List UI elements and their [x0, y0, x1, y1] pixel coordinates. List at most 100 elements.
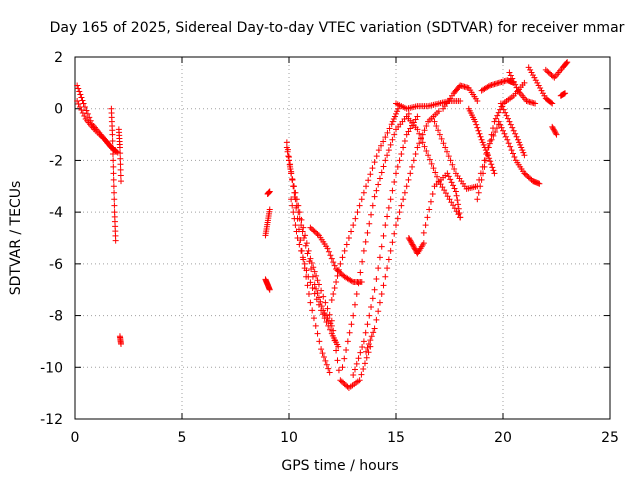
data-point: [343, 241, 350, 248]
data-point: [290, 183, 297, 190]
data-point: [300, 235, 307, 241]
data-point: [112, 237, 119, 244]
data-point: [369, 202, 376, 209]
data-point: [455, 201, 462, 208]
data-point: [354, 209, 361, 216]
data-point: [529, 72, 536, 79]
data-point: [393, 170, 399, 177]
data-point: [509, 75, 516, 82]
data-point: [335, 367, 342, 374]
data-point: [550, 126, 557, 133]
data-point: [335, 266, 342, 273]
data-point: [302, 242, 309, 249]
data-point: [310, 227, 317, 234]
series-sat4: [115, 126, 125, 185]
data-point: [498, 124, 505, 131]
data-point: [422, 222, 429, 229]
data-point: [78, 107, 85, 114]
data-point: [338, 378, 345, 385]
plot-frame: [74, 56, 611, 420]
data-point: [81, 113, 88, 120]
data-point: [287, 161, 294, 168]
data-point: [74, 82, 81, 89]
data-point: [117, 150, 124, 157]
x-axis-label: GPS time / hours: [281, 458, 398, 474]
data-point: [334, 272, 341, 279]
data-point: [117, 172, 124, 179]
series-sat17: [363, 108, 442, 355]
data-point: [521, 152, 528, 159]
data-point: [74, 97, 81, 104]
data-point: [300, 256, 307, 263]
data-point: [313, 229, 320, 236]
data-point: [396, 209, 403, 216]
data-point: [356, 202, 363, 209]
series-sat15: [339, 110, 412, 371]
data-point: [544, 68, 551, 75]
data-point: [110, 170, 117, 177]
data-point: [545, 69, 552, 76]
x-tick-label: 10: [280, 430, 298, 446]
data-point: [517, 141, 524, 148]
data-point: [311, 268, 318, 275]
data-point: [416, 140, 423, 147]
data-point: [495, 118, 502, 125]
data-point: [304, 282, 311, 289]
data-point: [495, 109, 502, 116]
data-point: [378, 243, 385, 250]
data-point: [382, 134, 389, 141]
data-point: [388, 121, 395, 128]
data-point: [394, 163, 401, 170]
series-sat21: [420, 170, 464, 236]
data-point: [481, 144, 488, 151]
data-point: [457, 97, 464, 104]
data-point: [357, 269, 364, 276]
data-point: [288, 168, 295, 175]
data-point: [327, 252, 334, 259]
data-point: [285, 153, 292, 160]
data-point: [532, 77, 539, 84]
data-point: [485, 83, 492, 90]
data-point: [335, 343, 342, 350]
data-point: [389, 187, 396, 194]
data-point: [361, 360, 368, 367]
data-point: [340, 379, 347, 386]
data-point: [311, 228, 318, 235]
data-point: [346, 329, 353, 336]
data-point: [363, 183, 370, 190]
data-point: [444, 193, 451, 200]
data-point: [109, 131, 116, 138]
series-sat33: [557, 90, 569, 99]
data-point: [506, 69, 513, 76]
data-point: [368, 303, 375, 310]
data-point: [371, 325, 378, 332]
data-point: [369, 295, 376, 302]
data-point: [302, 232, 309, 239]
data-point: [414, 113, 421, 120]
data-point: [341, 381, 348, 388]
data-point: [478, 136, 485, 143]
data-point: [364, 321, 371, 328]
data-point: [409, 163, 416, 170]
data-point: [391, 230, 398, 237]
data-point: [426, 156, 433, 163]
data-point: [502, 109, 509, 116]
data-point: [393, 110, 399, 117]
series-sat20: [405, 235, 427, 257]
data-point: [384, 213, 391, 220]
data-point: [482, 157, 489, 164]
data-point: [325, 365, 332, 372]
data-point: [508, 147, 515, 154]
data-point: [416, 130, 423, 137]
data-point: [296, 241, 303, 248]
data-point: [398, 202, 405, 209]
data-point: [322, 299, 329, 306]
data-point: [324, 245, 331, 252]
series-sat7: [264, 188, 273, 198]
data-point: [474, 97, 481, 104]
data-point: [321, 315, 328, 322]
data-point: [368, 211, 375, 218]
data-point: [506, 118, 513, 125]
data-point: [358, 278, 365, 285]
data-point: [382, 273, 389, 280]
